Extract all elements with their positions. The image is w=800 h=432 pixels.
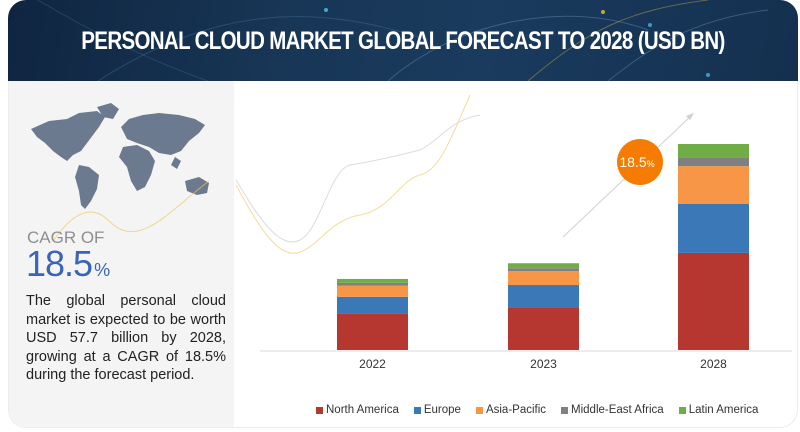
bar-2022-middle-east-africa (337, 282, 408, 286)
growth-arrow-head (686, 113, 694, 120)
legend-swatch (678, 406, 686, 414)
bar-2023-latin-america (508, 263, 579, 269)
decorative-curve-gray (235, 114, 481, 243)
x-tick-label: 2022 (359, 357, 386, 371)
header-banner: PERSONAL CLOUD MARKET GLOBAL FORECAST TO… (8, 0, 798, 81)
bar-2028-north-america (678, 252, 749, 350)
content-card: CAGR OF 18.5% The global personal cloud … (8, 81, 798, 428)
header-decoration (37, 0, 769, 81)
bar-2023-middle-east-africa (508, 268, 579, 272)
legend-item: Europe (413, 404, 461, 416)
bar-2028-asia-pacific (678, 166, 749, 204)
x-tick-label: 2023 (530, 357, 557, 371)
bar-2022-asia-pacific (337, 285, 408, 297)
bar-2028-latin-america (678, 144, 749, 158)
bar-2023-asia-pacific (508, 271, 579, 286)
bar-2028-europe (678, 203, 749, 253)
bar-2022-latin-america (337, 278, 408, 283)
bar-2028-middle-east-africa (678, 157, 749, 167)
legend-item: Latin America (678, 404, 759, 416)
cagr-badge-circle (617, 139, 663, 185)
bar-2022-north-america (337, 313, 408, 350)
legend-swatch (475, 406, 483, 414)
cagr-badge-unit: % (647, 159, 655, 169)
legend-item: Middle-East Africa (561, 404, 664, 416)
cagr-number: 18.5 (26, 243, 93, 284)
legend-swatch (316, 406, 323, 414)
bar-2023-north-america (508, 307, 579, 350)
decorative-curve-gold (235, 94, 471, 254)
market-description: The global personal cloud market is expe… (26, 293, 226, 383)
legend-item: Asia-Pacific (475, 404, 547, 416)
chart-title: PERSONAL CLOUD MARKET GLOBAL FORECAST TO… (81, 27, 725, 55)
bar-2023-europe (508, 285, 579, 308)
world-map-icon (31, 103, 210, 241)
cagr-percent-sign: % (94, 260, 110, 280)
bar-2022-europe (337, 296, 408, 314)
legend-label: Middle-East Africa (571, 404, 664, 416)
legend-item: North America (316, 404, 399, 416)
legend-swatch (561, 406, 569, 414)
legend-swatch (413, 406, 421, 414)
summary-panel: CAGR OF 18.5% The global personal cloud … (9, 81, 234, 427)
legend-label: Europe (423, 404, 461, 416)
cagr-label: CAGR OF (27, 228, 105, 247)
cagr-badge-text: 18.5% (619, 154, 654, 170)
legend-label: Latin America (688, 404, 759, 416)
x-tick-label: 2028 (700, 357, 727, 371)
chart-legend: North America Europe Asia-Pacific Middle-Ea… (316, 404, 758, 416)
cagr-value: 18.5% (26, 243, 110, 285)
legend-label: North America (326, 404, 399, 416)
cagr-badge-value: 18.5 (619, 154, 646, 170)
legend-label: Asia-Pacific (485, 404, 547, 416)
